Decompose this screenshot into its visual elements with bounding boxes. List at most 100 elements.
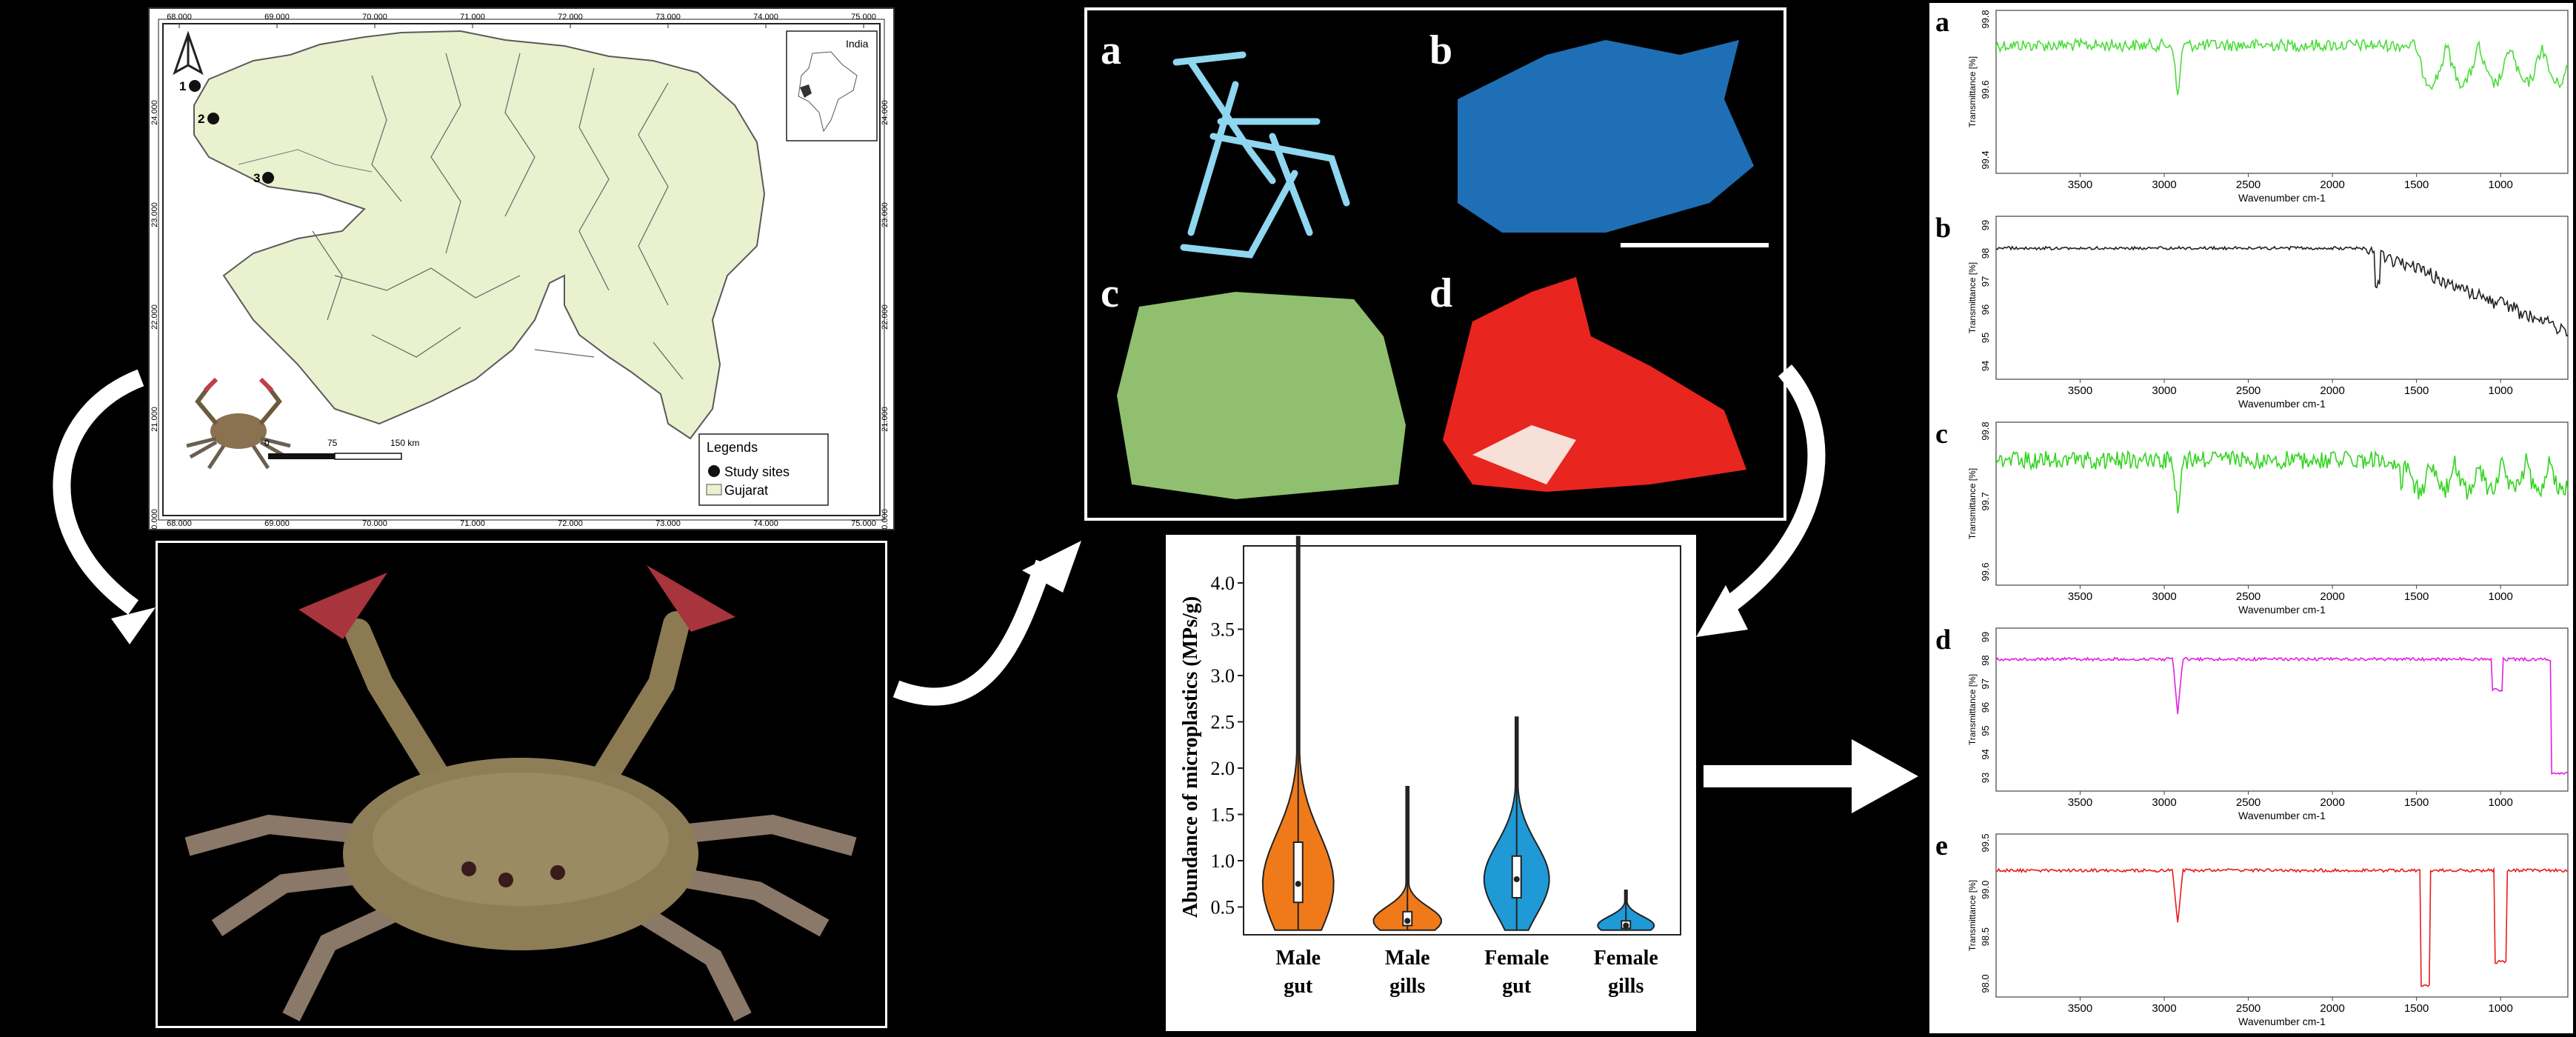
x-label-line1: Female bbox=[1484, 947, 1549, 970]
x-tick-label: 1000 bbox=[2488, 384, 2512, 397]
map-tick-label: 21.000 bbox=[881, 407, 890, 432]
x-tick-label: 3500 bbox=[2068, 179, 2092, 191]
violin-female-gills bbox=[1597, 890, 1655, 931]
study-site-3: 3 bbox=[253, 171, 274, 185]
spectrum-label: b bbox=[1935, 213, 1951, 244]
x-tick-label: 1500 bbox=[2404, 384, 2429, 397]
map-tick-label: 73.000 bbox=[655, 13, 681, 21]
x-tick-label: 3000 bbox=[2152, 384, 2176, 397]
spectrum-frame bbox=[1995, 10, 2569, 174]
svg-text:1: 1 bbox=[179, 79, 186, 93]
spectrum-label: d bbox=[1935, 624, 1951, 656]
map-tick-label: 68.000 bbox=[167, 519, 192, 528]
map-tick-label: 73.000 bbox=[655, 519, 681, 528]
x-tick-label: 3000 bbox=[2152, 1002, 2176, 1015]
map-tick-label: 74.000 bbox=[753, 13, 778, 21]
y-tick-label: 3.0 bbox=[1211, 665, 1235, 687]
map-tick-label: 75.000 bbox=[851, 13, 876, 21]
fragment-sample-c bbox=[1117, 292, 1406, 499]
y-tick-label: 1.0 bbox=[1211, 850, 1235, 872]
svg-text:3: 3 bbox=[253, 171, 260, 185]
map-tick-label: 71.000 bbox=[460, 519, 485, 528]
x-axis-label: Wavenumber cm-1 bbox=[2238, 398, 2326, 410]
y-tick-label: 95 bbox=[1980, 333, 1991, 343]
spectrum-frame bbox=[1995, 833, 2569, 998]
inset-label: India bbox=[846, 38, 869, 50]
map-tick-label: 69.000 bbox=[264, 519, 290, 528]
map-legend: Legends Study sites Gujarat bbox=[698, 433, 829, 506]
panel-label-d: d bbox=[1429, 270, 1452, 316]
spectrum-line bbox=[1995, 36, 2569, 96]
y-tick-label: 97 bbox=[1980, 678, 1991, 689]
spectrum-label: c bbox=[1935, 419, 1948, 450]
x-tick-label: 2500 bbox=[2236, 796, 2260, 809]
violin-male-gut bbox=[1261, 536, 1335, 931]
spectrum-line bbox=[1995, 867, 2569, 987]
map-tick-label: 23.000 bbox=[150, 202, 159, 227]
y-axis-label: Transmittance [%] bbox=[1967, 262, 1978, 333]
y-axis-label: Abundance of microplastics (MPs/g) bbox=[1179, 596, 1202, 918]
gujarat-map-shape bbox=[193, 30, 766, 440]
x-label-line1: Male bbox=[1275, 947, 1321, 970]
spectrum-frame bbox=[1995, 216, 2569, 380]
map-tick-label: 22.000 bbox=[881, 304, 890, 330]
y-tick-label: 99.0 bbox=[1980, 881, 1991, 899]
plot-frame bbox=[1243, 545, 1681, 936]
map-tick-label: 72.000 bbox=[558, 519, 583, 528]
map-tick-label: 24.000 bbox=[881, 100, 890, 125]
x-tick-label: 2000 bbox=[2320, 384, 2344, 397]
median-point bbox=[1623, 922, 1629, 929]
x-tick-label: 1500 bbox=[2404, 1002, 2429, 1015]
y-tick-label: 2.5 bbox=[1211, 712, 1235, 733]
x-label-line1: Male bbox=[1385, 947, 1430, 970]
panel-label-c: c bbox=[1101, 270, 1119, 316]
spectrum-panel-a: a 99.8 99.6 99.4 Transmittance [%] 3500 3000 25… bbox=[1929, 6, 2573, 207]
y-tick-label: 97 bbox=[1980, 276, 1991, 287]
spectrum-panel-c: c 99.8 99.7 99.6 Transmittance [%] 3500 3000 25… bbox=[1929, 418, 2573, 619]
y-tick-label: 3.5 bbox=[1211, 619, 1235, 641]
map-tick-label: 75.000 bbox=[851, 519, 876, 528]
x-tick-label: 1000 bbox=[2488, 1002, 2512, 1015]
spectrum-label: a bbox=[1935, 7, 1949, 38]
map-tick-label: 70.000 bbox=[362, 13, 387, 21]
spectrum-panel-e: e 99.5 99.0 98.5 98.0 Transmittance [%] 3500 30… bbox=[1929, 830, 2573, 1031]
violin-male-gills bbox=[1372, 786, 1443, 931]
median-point bbox=[1295, 881, 1301, 887]
map-top-ticks: 68.000 69.000 70.000 71.000 72.000 73.000 74.0… bbox=[167, 13, 876, 28]
spectrum-frame bbox=[1995, 421, 2569, 586]
x-tick-label: 3500 bbox=[2068, 384, 2092, 397]
map-tick-label: 24.000 bbox=[150, 100, 159, 125]
y-tick-label: 99.5 bbox=[1980, 833, 1991, 852]
film-sample-b bbox=[1458, 40, 1754, 233]
y-tick-label: 99.6 bbox=[1980, 80, 1991, 99]
legend-title: Legends bbox=[707, 440, 758, 455]
y-tick-label: 99.4 bbox=[1980, 150, 1991, 169]
map-tick-label: 20.000 bbox=[150, 509, 159, 529]
map-tick-label: 68.000 bbox=[167, 13, 192, 21]
x-axis-label: Wavenumber cm-1 bbox=[2238, 1016, 2326, 1027]
y-tick-label: 1.5 bbox=[1211, 804, 1235, 826]
y-tick-label: 96 bbox=[1980, 702, 1991, 713]
x-tick-label: 1000 bbox=[2488, 796, 2512, 809]
x-label-line1: Female bbox=[1594, 947, 1658, 970]
study-area-map: 68.000 69.000 70.000 71.000 72.000 73.000 74.0… bbox=[148, 7, 895, 534]
spectrum-panel-d: d 99 98 97 96 95 94 93 Transmittance [%] 3500 3000… bbox=[1929, 624, 2573, 825]
x-tick-label: 3500 bbox=[2068, 796, 2092, 809]
x-tick-label: 2500 bbox=[2236, 179, 2260, 191]
panel-label-a: a bbox=[1101, 27, 1121, 73]
x-tick-label: 2500 bbox=[2236, 1002, 2260, 1015]
x-tick-label: 2000 bbox=[2320, 796, 2344, 809]
spectrum-panel-b: b 99 98 97 96 95 94 Transmittance [%] 3500 3000 25… bbox=[1929, 212, 2573, 413]
x-tick-label: 2500 bbox=[2236, 384, 2260, 397]
map-tick-label: 69.000 bbox=[264, 13, 290, 21]
y-tick-label: 94 bbox=[1980, 749, 1991, 759]
x-tick-label: 1000 bbox=[2488, 590, 2512, 603]
north-arrow-icon bbox=[173, 30, 204, 76]
x-tick-label: 3000 bbox=[2152, 590, 2176, 603]
arrow-head-4 bbox=[1852, 739, 1918, 813]
x-tick-label: 3000 bbox=[2152, 179, 2176, 191]
crab-thumbnail bbox=[186, 377, 291, 470]
india-inset: India bbox=[786, 30, 878, 141]
x-tick-label: 2000 bbox=[2320, 590, 2344, 603]
